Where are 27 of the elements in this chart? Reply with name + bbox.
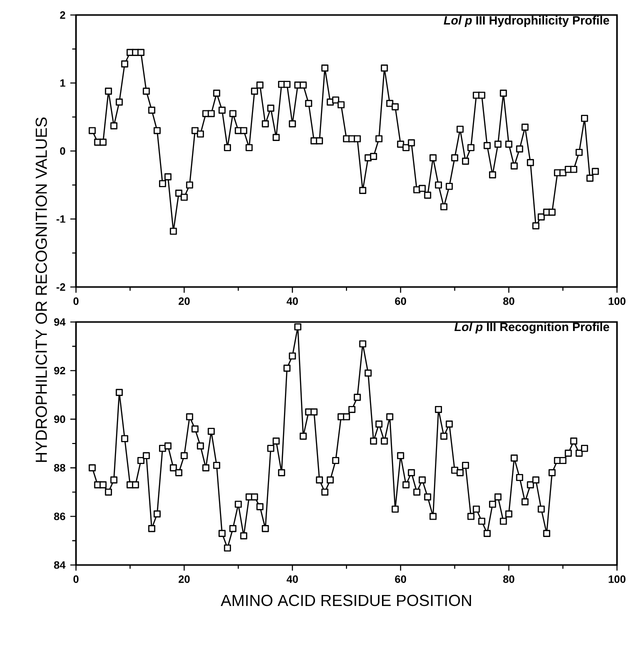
y-tick-label: 90 [54,415,66,423]
x-tick-label: 0 [73,297,79,305]
y-tick-label: 2 [60,11,66,19]
y-tick-label: -2 [56,283,66,291]
y-tick-label: 92 [54,366,66,374]
x-tick-label: 20 [178,575,190,583]
y-tick-label: 94 [54,318,66,326]
x-axis-title: AMINO ACID RESIDUE POSITION [220,594,471,606]
y-tick-label: 88 [54,464,66,472]
y-tick-label: 84 [54,561,66,569]
x-tick-label: 100 [608,575,626,583]
y-tick-label: 1 [60,79,66,87]
x-tick-label: 0 [73,575,79,583]
chart-title: Lol p III Hydrophilicity Profile [444,16,610,27]
x-tick-label: 100 [608,297,626,305]
y-tick-label: -1 [56,215,66,223]
x-tick-label: 60 [395,575,406,583]
x-tick-label: 60 [395,297,406,305]
x-tick-label: 20 [178,297,190,305]
x-tick-label: 40 [286,297,298,305]
y-axis-title: HYDROPHILICITY OR RECOGNITION VALUES [36,118,47,462]
chart-title: Lol p III Recognition Profile [454,322,610,334]
x-tick-label: 40 [286,575,298,583]
y-tick-label: 0 [60,147,66,155]
y-tick-label: 86 [54,512,66,520]
x-tick-label: 80 [503,575,514,583]
x-tick-label: 80 [503,297,514,305]
